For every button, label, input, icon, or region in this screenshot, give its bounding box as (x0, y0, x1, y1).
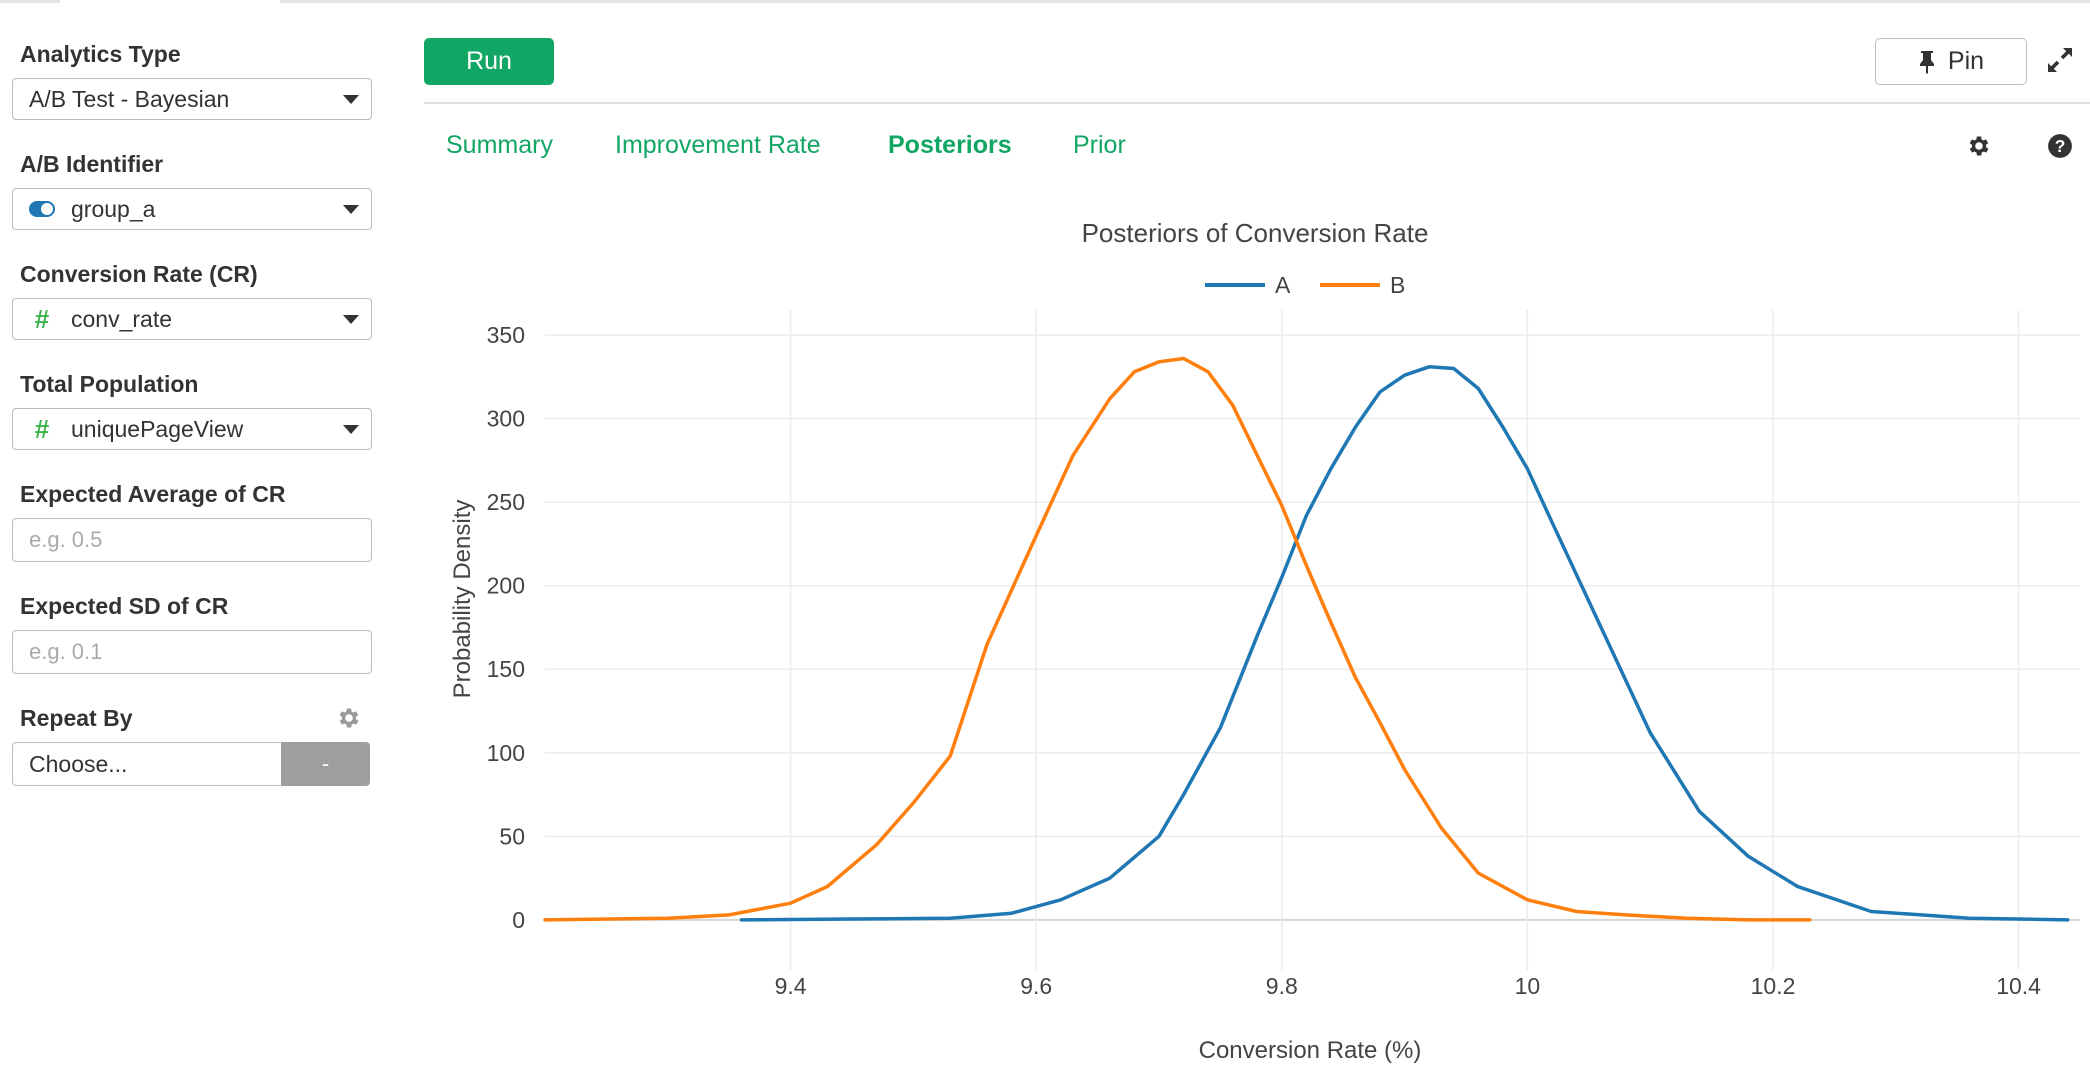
y-tick-label: 200 (487, 573, 525, 599)
ab-identifier-label: A/B Identifier (20, 151, 164, 177)
tab-posteriors[interactable]: Posteriors (888, 131, 1012, 159)
toolbar-divider (424, 102, 2090, 104)
toggle-icon (29, 201, 55, 217)
analytics-type-label: Analytics Type (20, 41, 181, 67)
x-tick-label: 10 (1515, 973, 1541, 999)
conversion-rate-label: Conversion Rate (CR) (20, 261, 258, 287)
caret-down-icon (343, 315, 359, 324)
total-population-select[interactable]: # uniquePageView (12, 408, 372, 450)
x-tick-label: 9.4 (775, 973, 807, 999)
y-tick-label: 300 (487, 406, 525, 432)
tab-summary[interactable]: Summary (446, 131, 553, 159)
conversion-rate-value: conv_rate (71, 305, 173, 332)
caret-down-icon (343, 425, 359, 434)
pin-icon (1919, 50, 1934, 74)
repeat-by-control: Choose... - (12, 742, 372, 786)
chart-title: Posteriors of Conversion Rate (1082, 218, 1429, 248)
repeat-by-label: Repeat By (20, 705, 133, 731)
series-line-a (739, 365, 2070, 922)
y-tick-label: 350 (487, 322, 525, 348)
legend-label-a: A (1275, 272, 1291, 298)
top-border-active-gap (60, 0, 280, 3)
analytics-type-select[interactable]: A/B Test - Bayesian (12, 78, 372, 120)
repeat-by-select[interactable]: Choose... (12, 742, 281, 786)
caret-down-icon (343, 205, 359, 214)
top-border (0, 0, 2090, 3)
chart-series (543, 356, 2070, 922)
y-tick-label: 250 (487, 489, 525, 515)
svg-text:?: ? (2055, 136, 2066, 156)
help-icon[interactable]: ? (2047, 133, 2073, 159)
gear-icon[interactable] (336, 705, 362, 731)
hash-icon: # (34, 303, 50, 334)
pin-button[interactable]: Pin (1875, 38, 2027, 85)
series-line-b (543, 356, 1812, 922)
analytics-type-value: A/B Test - Bayesian (29, 85, 230, 112)
repeat-by-header: Repeat By (12, 704, 372, 732)
y-tick-label: 0 (512, 907, 525, 933)
x-axis-label: Conversion Rate (%) (1199, 1037, 1422, 1064)
total-population-value: uniquePageView (71, 415, 244, 442)
expected-sd-input[interactable]: e.g. 0.1 (12, 630, 372, 674)
ab-identifier-value: group_a (71, 195, 156, 222)
ab-identifier-select[interactable]: group_a (12, 188, 372, 230)
y-tick-label: 100 (487, 740, 525, 766)
config-sidebar: Analytics Type A/B Test - Bayesian A/B I… (12, 40, 372, 786)
x-tick-label: 9.6 (1020, 973, 1052, 999)
x-tick-label: 10.4 (1996, 973, 2041, 999)
gear-icon[interactable] (1966, 133, 1992, 159)
caret-down-icon (343, 95, 359, 104)
hash-icon: # (34, 413, 50, 444)
expected-average-input[interactable]: e.g. 0.5 (12, 518, 372, 562)
x-tick-label: 9.8 (1266, 973, 1298, 999)
tab-improvement-rate[interactable]: Improvement Rate (615, 131, 821, 159)
y-tick-label: 50 (499, 823, 525, 849)
x-tick-label: 10.2 (1751, 973, 1796, 999)
legend-label-b: B (1390, 272, 1405, 298)
expected-average-label: Expected Average of CR (20, 481, 286, 507)
run-button[interactable]: Run (424, 38, 554, 85)
repeat-by-remove-button[interactable]: - (281, 742, 370, 786)
total-population-label: Total Population (20, 371, 199, 397)
tab-prior[interactable]: Prior (1073, 131, 1126, 159)
y-axis-ticks: 0 50 100 150 200 250 300 350 (487, 322, 525, 933)
conversion-rate-select[interactable]: # conv_rate (12, 298, 372, 340)
chart-grid (545, 310, 2080, 970)
pin-label: Pin (1947, 47, 1985, 75)
expected-sd-label: Expected SD of CR (20, 593, 229, 619)
expand-icon[interactable] (2046, 46, 2074, 74)
x-axis-ticks: 9.4 9.6 9.8 10 10.2 10.4 (775, 973, 2042, 999)
y-axis-label: Probability Density (449, 500, 476, 699)
y-tick-label: 150 (487, 656, 525, 682)
